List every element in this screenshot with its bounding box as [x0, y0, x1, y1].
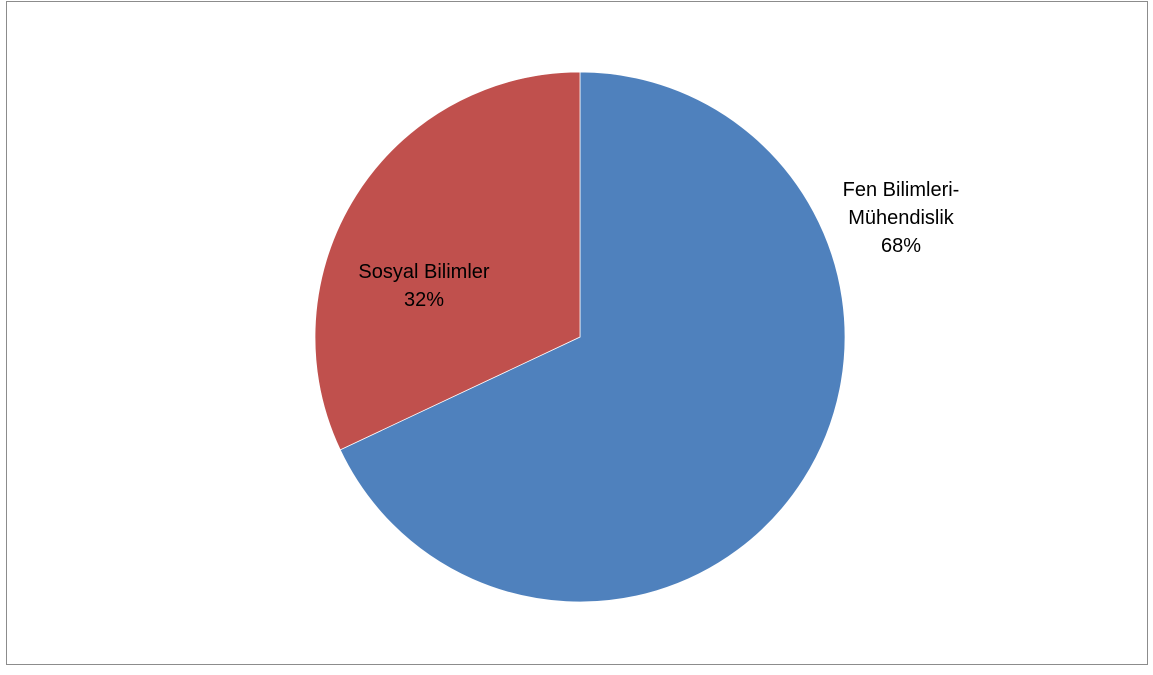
- slice-category-label: Fen Bilimleri-: [843, 179, 960, 201]
- slice-category-label: Sosyal Bilimler: [358, 261, 489, 283]
- slice-percent-label: 68%: [881, 235, 921, 257]
- slice-percent-label: 32%: [404, 289, 444, 311]
- slice-category-label: Mühendislik: [848, 207, 955, 229]
- pie-labels: Fen Bilimleri- Mühendislik 68% Sosyal Bilim…: [358, 179, 959, 311]
- pie-slices: [314, 71, 846, 603]
- pie-slice-0: [339, 71, 846, 603]
- pie-slice-1: [314, 71, 581, 451]
